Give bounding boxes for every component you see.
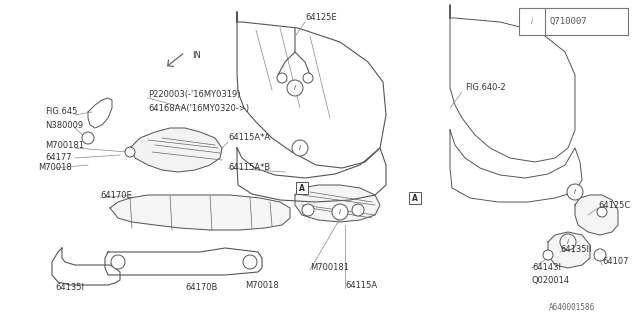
Text: FIG.640-2: FIG.640-2 [465,84,506,92]
Text: 64115A*B: 64115A*B [228,164,270,172]
Polygon shape [295,185,380,222]
Text: 64115A*A: 64115A*A [228,133,270,142]
Text: M70018: M70018 [38,164,72,172]
Text: Q710007: Q710007 [549,17,587,26]
Text: 64143I: 64143I [532,263,561,273]
Bar [519,8,628,35]
Text: IN: IN [192,52,201,60]
Circle shape [567,184,583,200]
Text: 64135II: 64135II [560,245,591,254]
Circle shape [111,255,125,269]
Text: 64170E: 64170E [100,190,132,199]
Text: 64125C: 64125C [598,201,630,210]
Circle shape [82,132,94,144]
Polygon shape [130,128,222,172]
Text: 64170B: 64170B [185,284,218,292]
Circle shape [125,147,135,157]
Text: i: i [567,239,569,245]
Text: 64125E: 64125E [305,13,337,22]
Circle shape [543,250,553,260]
Polygon shape [110,195,290,230]
Text: i: i [339,210,341,215]
Text: 64168AA('16MY0320->): 64168AA('16MY0320->) [148,103,249,113]
Text: FIG.645: FIG.645 [45,108,77,116]
Circle shape [560,234,576,250]
Circle shape [594,249,606,261]
Text: A: A [412,194,418,203]
Text: 64115A: 64115A [345,281,377,290]
Text: 64177: 64177 [45,154,72,163]
Text: A: A [299,184,305,193]
Polygon shape [575,195,618,235]
Circle shape [243,255,257,269]
Circle shape [302,204,314,216]
Text: A640001586: A640001586 [548,303,595,313]
Text: P220003(-'16MY0319): P220003(-'16MY0319) [148,91,241,100]
Circle shape [332,204,348,220]
Text: i: i [574,189,576,196]
Bar [296,182,308,194]
Text: M70018: M70018 [245,281,279,290]
Circle shape [292,140,308,156]
Text: i: i [294,85,296,92]
Circle shape [303,73,313,83]
Text: i: i [299,146,301,151]
Bar [409,192,421,204]
Circle shape [277,73,287,83]
Text: M700181: M700181 [310,263,349,273]
Polygon shape [548,232,590,268]
Text: 64107: 64107 [602,258,628,267]
Text: M700181: M700181 [45,140,84,149]
Circle shape [597,207,607,217]
Text: 64135I: 64135I [55,284,84,292]
Text: Q020014: Q020014 [532,276,570,284]
Circle shape [287,80,303,96]
Text: N380009: N380009 [45,121,83,130]
Text: i: i [531,17,533,26]
Circle shape [352,204,364,216]
